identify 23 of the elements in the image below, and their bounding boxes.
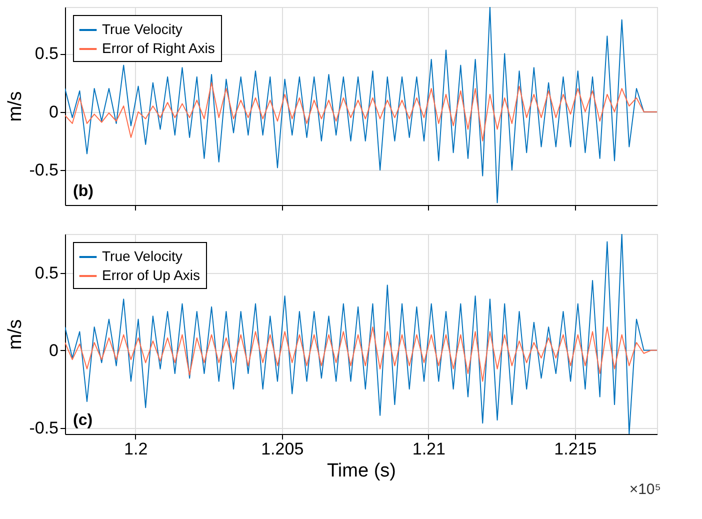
x-tick-label: 1.2 (124, 440, 148, 458)
annotation: (b) (73, 183, 94, 200)
x-tick-label: 1.215 (554, 440, 597, 458)
y-tick-label: -0.5 (29, 418, 58, 438)
y-axis-title: m/s (5, 91, 26, 122)
y-tick-label: -0.5 (29, 160, 58, 180)
y-tick-label: 0.5 (34, 44, 58, 64)
y-tick-label: 0 (49, 102, 58, 122)
legend-label: Error of Right Axis (102, 40, 215, 56)
y-tick-label: 0.5 (34, 263, 58, 282)
y-axis-title: m/s (5, 319, 26, 350)
line-series (65, 234, 657, 434)
annotation: (c) (73, 412, 93, 429)
legend-label: True Velocity (102, 21, 182, 37)
legend-label: Error of Up Axis (102, 267, 200, 283)
x-axis-title: Time (s) (327, 460, 396, 482)
legend-label: True Velocity (102, 248, 182, 264)
x-tick-label: 1.205 (261, 440, 304, 458)
line-series (65, 82, 657, 142)
y-tick-label: 0 (49, 340, 58, 360)
x-tick-label: 1.21 (412, 440, 446, 458)
line-series (65, 326, 657, 382)
text: ×10⁵ (629, 481, 661, 498)
